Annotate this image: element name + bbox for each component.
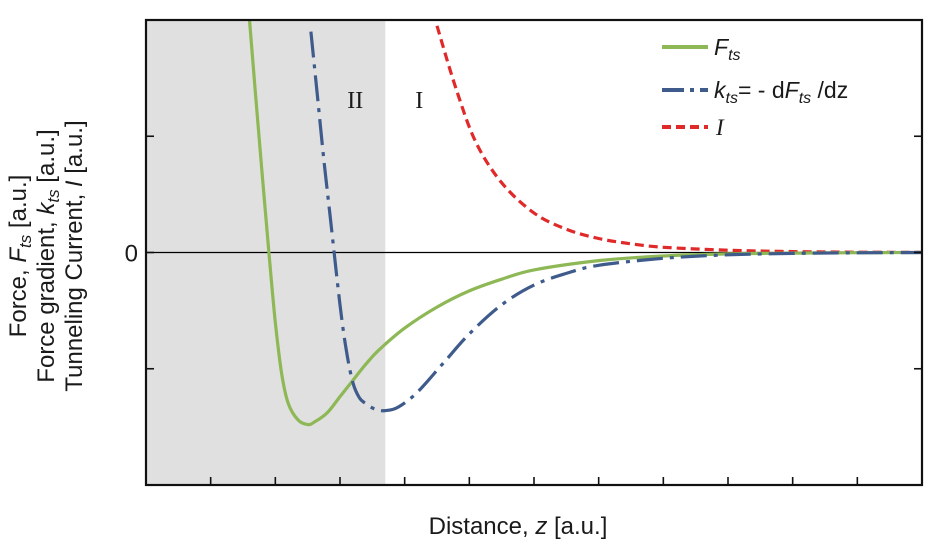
x-axis-label: Distance, z [a.u.] <box>429 513 608 540</box>
legend-label-F: Fts <box>714 34 741 64</box>
svg-text:Force, Fts [a.u.]: Force, Fts [a.u.] <box>5 175 35 338</box>
region-label-II: II <box>347 88 363 114</box>
series-line-K <box>309 31 923 413</box>
ticks <box>146 135 922 485</box>
y-axis-label: Force, Fts [a.u.] Force gradient, kts [a… <box>5 120 88 391</box>
legend: Fts kts= - dFts /dz I <box>662 34 848 140</box>
y-tick-label-zero: 0 <box>125 241 138 268</box>
legend-label-K: kts= - dFts /dz <box>714 77 848 107</box>
svg-text:Force gradient, kts [a.u.]: Force gradient, kts [a.u.] <box>33 129 63 382</box>
series-line-F <box>247 19 923 427</box>
region-label-I: I <box>415 88 423 114</box>
svg-text:Tunneling Current, I [a.u.]: Tunneling Current, I [a.u.] <box>61 120 88 391</box>
series-line-I <box>435 25 923 254</box>
legend-label-I: I <box>715 115 725 140</box>
curves <box>247 19 923 427</box>
